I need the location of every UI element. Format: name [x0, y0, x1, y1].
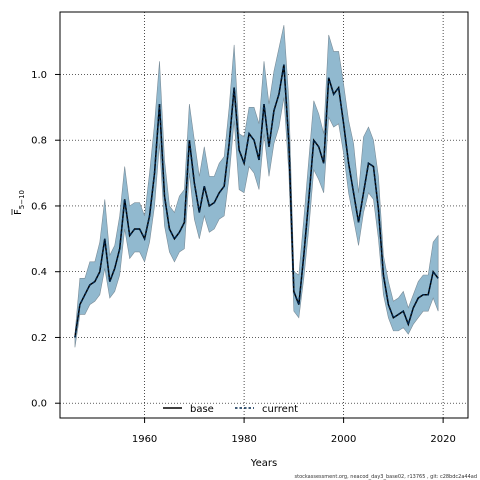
series-current-line [74, 64, 439, 338]
y-tick-label: 0.0 [31, 399, 47, 410]
legend: base current [163, 404, 298, 415]
legend-base-label: base [190, 404, 214, 415]
y-tick-label: 0.8 [31, 136, 47, 147]
plot-frame [59, 11, 469, 419]
x-axis-label: Years [250, 458, 277, 469]
x-axis: 1960 1980 2000 2020 [132, 418, 456, 445]
x-tick-label: 2020 [430, 434, 455, 445]
y-axis-label-sub: 5−10 [18, 190, 26, 209]
footer-text: stockassessment.org, neacod_day3_base02,… [295, 474, 478, 480]
y-tick-label: 0.4 [31, 267, 47, 278]
legend-current-label: current [262, 404, 298, 415]
y-tick-label: 0.2 [31, 333, 47, 344]
y-axis-label-main: F [13, 209, 24, 215]
y-tick-label: 0.6 [31, 201, 47, 212]
x-tick-label: 1960 [132, 434, 157, 445]
x-tick-label: 2000 [331, 434, 356, 445]
y-axis: 0.0 0.2 0.4 0.6 0.8 1.0 [31, 70, 60, 410]
x-tick-label: 1980 [231, 434, 256, 445]
y-axis-label: F5−10 [11, 190, 26, 215]
confidence-band [74, 25, 439, 348]
svg-text:F5−10: F5−10 [13, 190, 26, 215]
y-tick-label: 1.0 [31, 70, 47, 81]
